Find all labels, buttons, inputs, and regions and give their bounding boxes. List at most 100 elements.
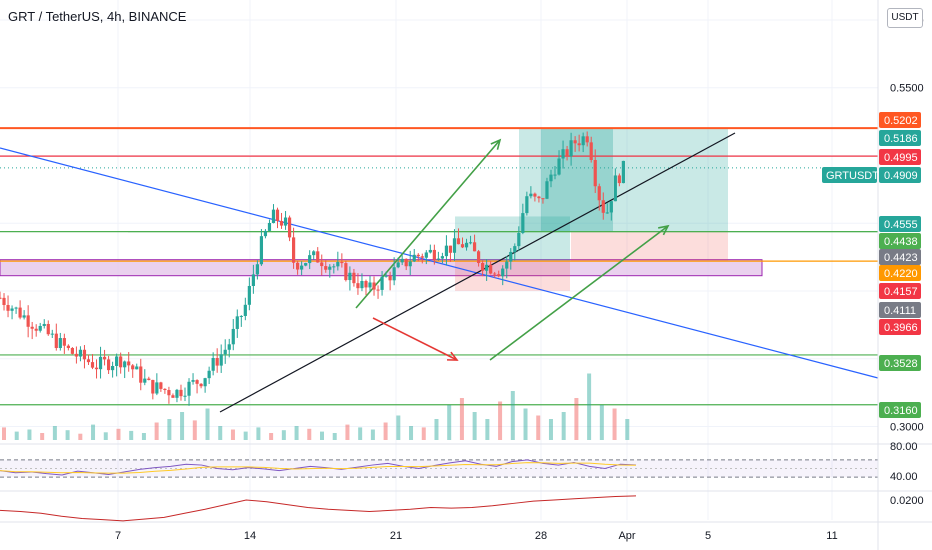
position-stop-zone — [571, 231, 728, 262]
candle-body — [336, 261, 340, 267]
price-badge — [879, 355, 921, 371]
candle-body — [597, 186, 601, 201]
candle-body — [460, 244, 465, 248]
price-badge-label: 0.4423 — [884, 252, 918, 264]
candle-body — [143, 378, 147, 383]
candle-body — [14, 307, 18, 309]
price-badge-label: 0.4555 — [884, 219, 918, 231]
volume-bar — [307, 428, 312, 440]
x-tick-label: 14 — [244, 530, 256, 542]
candle-body — [0, 297, 2, 299]
price-badge — [879, 319, 921, 335]
descending-trendline — [0, 147, 879, 379]
price-badge-label: 0.4157 — [884, 286, 918, 298]
volume-bar — [510, 391, 515, 440]
volume-bar — [599, 405, 604, 440]
candle-body — [396, 262, 400, 268]
candle-body — [267, 222, 272, 231]
price-badge-label: 0.4220 — [884, 268, 918, 280]
currency-button[interactable]: USDT — [887, 8, 923, 28]
candle-body — [159, 382, 163, 389]
volume-bar — [421, 427, 426, 440]
x-tick-label: 28 — [535, 530, 547, 542]
candle-body — [448, 245, 453, 253]
price-badge — [879, 302, 921, 318]
candle-body — [271, 209, 276, 223]
candle-body — [187, 381, 191, 396]
volume-bar — [459, 398, 464, 440]
x-tick-label: 7 — [115, 530, 121, 542]
candle-body — [316, 251, 320, 263]
candle-body — [211, 358, 215, 371]
candle-body — [537, 196, 541, 199]
candle-body — [565, 149, 569, 157]
candle-body — [171, 395, 175, 398]
volume-bar — [548, 419, 553, 440]
candle-body — [581, 136, 585, 146]
candle-body — [111, 365, 115, 371]
candle-body — [191, 380, 195, 382]
candle-body — [6, 305, 10, 311]
candle-body — [456, 238, 461, 245]
candle-body — [533, 193, 537, 197]
candle-body — [98, 356, 103, 370]
candle-body — [376, 289, 380, 291]
volume-bar — [256, 427, 261, 440]
volume-bar — [574, 398, 579, 440]
volume-bar — [434, 419, 439, 440]
candle-body — [541, 198, 545, 200]
candle-body — [589, 142, 593, 161]
volume-bar — [447, 405, 452, 440]
x-tick-label: 11 — [826, 530, 837, 542]
candle-body — [139, 366, 143, 383]
candle-body — [521, 213, 525, 233]
candle-body — [545, 181, 549, 199]
candle-body — [348, 272, 352, 281]
price-badge — [879, 112, 921, 128]
volume-bar — [332, 433, 337, 440]
candle-body — [34, 328, 38, 331]
candle-body — [472, 242, 477, 252]
candle-body — [304, 263, 308, 266]
rsi-ma-line — [0, 462, 637, 474]
candle-body — [621, 160, 625, 184]
candle-body — [392, 267, 396, 281]
candle-body — [22, 315, 26, 318]
candle-body — [493, 273, 497, 275]
candle-body — [86, 359, 91, 363]
candle-body — [585, 136, 589, 143]
candle-body — [239, 315, 243, 317]
volume-bar — [625, 419, 630, 440]
candle-body — [259, 236, 264, 265]
candle-body — [485, 264, 489, 271]
candle-body — [481, 263, 485, 271]
volume-bar — [523, 408, 528, 440]
purple-zone — [0, 259, 763, 277]
candle-body — [18, 307, 22, 318]
candle-body — [324, 266, 328, 270]
candle-body — [26, 315, 30, 327]
candle-body — [404, 258, 408, 267]
candle-body — [199, 383, 203, 387]
candle-body — [235, 316, 239, 329]
price-badge-label: 0.4438 — [884, 236, 918, 248]
candle-body — [432, 249, 436, 260]
candle-body — [440, 256, 444, 259]
volume-bar — [192, 420, 197, 440]
volume-bar — [218, 426, 223, 440]
candle-body — [312, 251, 316, 256]
long-stop-zone — [455, 261, 570, 291]
volume-bar — [141, 433, 146, 440]
candle-body — [328, 266, 332, 270]
candle-body — [102, 356, 107, 360]
volume-bar — [498, 401, 503, 440]
candle-body — [509, 251, 513, 262]
candle-body — [127, 361, 131, 366]
candle-body — [360, 281, 364, 289]
candle-body — [400, 258, 404, 263]
candle-body — [412, 254, 416, 262]
price-badge-label: 0.5202 — [884, 115, 918, 127]
candle-body — [123, 361, 127, 368]
